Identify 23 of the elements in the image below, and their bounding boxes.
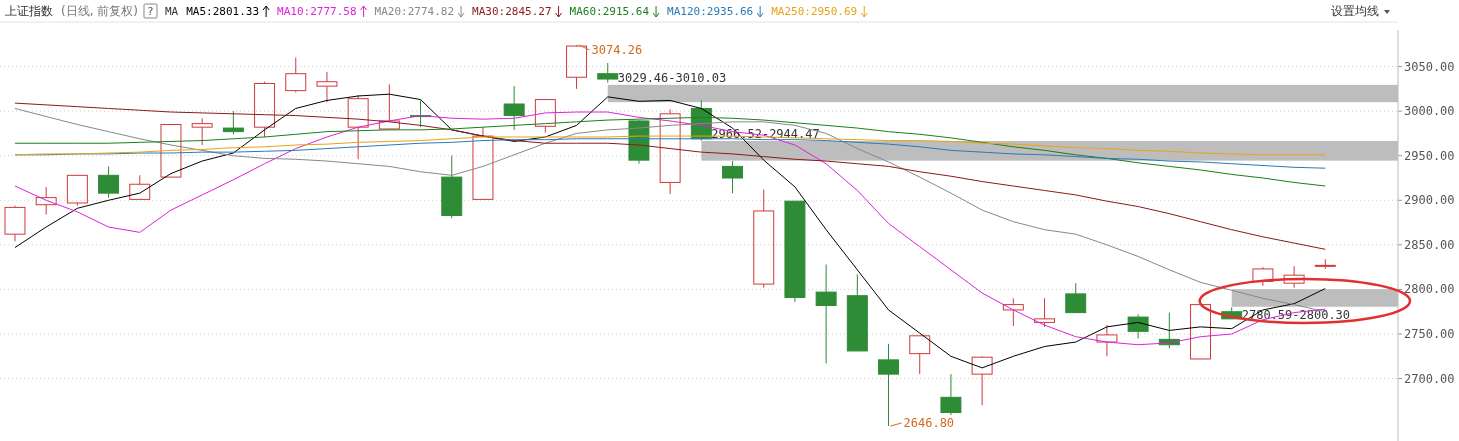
y-tick-label: 2950.00 [1404, 148, 1455, 163]
legend-label: MA5:2801.33 [186, 5, 260, 18]
legend-title: MA [165, 5, 179, 18]
y-tick-label: 3050.00 [1404, 59, 1455, 74]
y-tick-label: 2750.00 [1404, 327, 1455, 342]
chart-title: 上证指数 [5, 4, 53, 18]
annotation: 2646.80 [903, 416, 955, 431]
y-tick-label: 2850.00 [1404, 237, 1455, 252]
annotation: 3074.26 [591, 42, 643, 57]
legend-label: MA60:2915.64 [569, 5, 650, 18]
text: 设置均线 [1331, 4, 1379, 18]
y-tick-label: 2700.00 [1404, 371, 1455, 386]
legend-label: MA10:2777.58 [277, 5, 357, 18]
help-icon: ? [143, 3, 158, 19]
legend-label: MA20:2774.82 [374, 5, 455, 18]
y-tick-label: 2900.00 [1404, 193, 1455, 208]
chart-subtitle: (日线, 前复权) [61, 4, 138, 18]
band-label: 3029.46-3010.03 [617, 70, 727, 85]
y-tick-label: 3000.00 [1404, 104, 1455, 119]
y-tick-label: 2800.00 [1404, 282, 1455, 297]
legend-label: MA30:2845.27 [472, 5, 552, 18]
legend-label: MA120:2935.66 [667, 5, 754, 18]
legend-label: MA250:2950.69 [771, 5, 858, 18]
